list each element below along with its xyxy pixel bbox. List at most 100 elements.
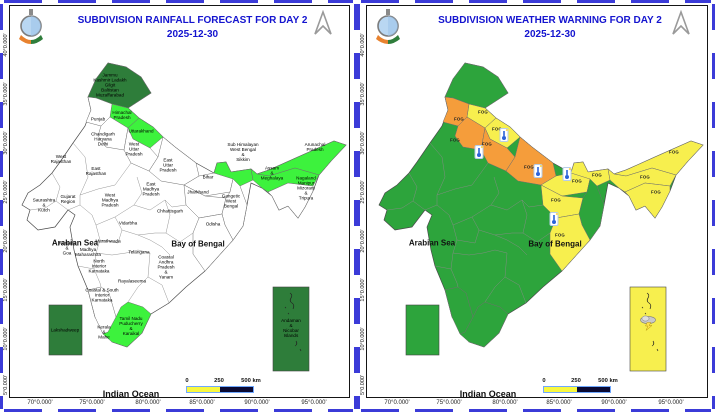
- subdivision-label: Saurashtra & Kutch: [32, 197, 56, 213]
- scale-bar-mid: 250: [571, 378, 581, 384]
- fog-label: FOG: [478, 109, 488, 115]
- subdivision-label: Coastal Andhra Pradesh & Yanam: [157, 254, 175, 280]
- subdivision-label: East Rajasthan: [85, 165, 107, 176]
- subdivision-label: West Madhya Pradesh: [101, 192, 119, 208]
- sea-label-bay: Bay of Bengal: [171, 239, 225, 249]
- graticule-ticks-right: [712, 4, 715, 409]
- fog-label: FOG: [572, 178, 582, 184]
- axis-tick-label: 40°0.000': [3, 33, 9, 57]
- subdivision-label: Assam & Meghalaya: [260, 165, 284, 181]
- fog-label: FOG: [482, 141, 492, 147]
- scale-bar-zero: 0: [185, 378, 189, 384]
- sea-label-arabian: Arabian Sea: [51, 238, 99, 248]
- subdivision-label: Vidarbha: [118, 220, 138, 226]
- axis-tick-label: 70°0.000': [384, 400, 410, 406]
- scale-bar: [186, 386, 254, 393]
- cold-wave-icon: [474, 145, 484, 159]
- subdivision-label: Chhattisgarh: [156, 208, 184, 214]
- cold-wave-icon: [499, 128, 509, 142]
- legend-label-andaman: Andaman & Nicobar Islands: [281, 317, 301, 339]
- fog-label: FOG: [651, 189, 661, 195]
- fog-label: FOG: [555, 232, 565, 238]
- fog-label: FOG: [551, 197, 561, 203]
- thunderstorm-icon: [640, 315, 656, 331]
- scale-bar-end: 500 km: [241, 378, 261, 384]
- map-label-overlay: Jammu Kashmir Ladakh Gilgit Baltistan Mu…: [0, 55, 356, 385]
- subdivision-label: Himachal Pradesh: [112, 109, 132, 120]
- map-frame: [9, 5, 350, 398]
- axis-tick-label: 75°0.000': [79, 400, 105, 406]
- subdivision-label: North Interior Karnataka: [88, 258, 110, 274]
- axis-tick-label: 75°0.000': [436, 400, 462, 406]
- north-arrow-icon: [314, 11, 332, 35]
- axis-tick-label: 10°0.000': [3, 327, 9, 351]
- subdivision-label: Tamil Nadu Puducherry & Karaikal: [119, 315, 143, 337]
- fog-label: FOG: [454, 116, 464, 122]
- subdivision-label: Sub Himalayan West Bengal & Sikkim: [227, 141, 259, 163]
- subdivision-label: Jharkhand: [187, 189, 209, 195]
- axis-tick-label: 10°0.000': [360, 327, 366, 351]
- axis-tick-label: 95°0.000': [301, 400, 327, 406]
- weather-warning-panel: SUBDIVISION WEATHER WARNING FOR DAY 2 20…: [357, 0, 715, 413]
- graticule-ticks-top: [361, 0, 711, 3]
- subdivision-label: Madhya Maharashtra: [75, 246, 101, 257]
- scale-bar-mid: 250: [214, 378, 224, 384]
- subdivision-label: Gangetic West Bengal: [221, 193, 241, 209]
- sea-label-bay: Bay of Bengal: [528, 239, 582, 249]
- axis-tick-label: 40°0.000': [360, 33, 366, 57]
- map-date: 2025-12-30: [524, 28, 576, 40]
- axis-tick-label: 30°0.000': [3, 131, 9, 155]
- rainfall-forecast-panel: SUBDIVISION RAINFALL FORECAST FOR DAY 2 …: [0, 0, 357, 413]
- subdivision-label: East Madhya Pradesh: [142, 181, 160, 197]
- axis-tick-label: 20°0.000': [3, 229, 9, 253]
- subdivision-label: Chandigarh Haryana Delhi: [91, 131, 115, 147]
- fog-label: FOG: [450, 137, 460, 143]
- axis-tick-label: 25°0.000': [3, 180, 9, 204]
- north-arrow-icon: [672, 11, 690, 35]
- subdivision-label: Kerala & Mahe: [97, 324, 111, 340]
- map-date: 2025-12-30: [166, 28, 219, 40]
- axis-tick-label: 80°0.000': [135, 400, 161, 406]
- scale-bar-zero: 0: [542, 378, 546, 384]
- legend-label-lakshadweep: Lakshadweep: [50, 327, 80, 333]
- axis-tick-label: 5°0.000': [3, 374, 9, 396]
- subdivision-label: Coastal & South Interior Karnataka: [85, 287, 119, 303]
- fog-label: FOG: [640, 174, 650, 180]
- map-label-overlay: FOG FOG FOG FOG FOG FOG FOG FOG FOG FOG …: [357, 55, 713, 385]
- subdivision-label: Arunachal Pradesh: [304, 141, 326, 152]
- graticule-ticks-top: [4, 0, 353, 3]
- subdivision-label: East Uttar Pradesh: [159, 157, 177, 173]
- subdivision-label: West Uttar Pradesh: [125, 141, 143, 157]
- subdivision-label: Marathwada: [95, 238, 121, 244]
- fog-label: FOG: [669, 149, 679, 155]
- axis-tick-label: 85°0.000': [546, 400, 572, 406]
- imd-logo: [18, 9, 44, 45]
- axis-tick-label: 30°0.000': [360, 131, 366, 155]
- cold-wave-icon: [533, 164, 543, 178]
- cold-wave-icon: [549, 212, 559, 226]
- scale-bar-end: 500 km: [598, 378, 618, 384]
- axis-tick-label: 70°0.000': [27, 400, 53, 406]
- fog-label: FOG: [592, 172, 602, 178]
- axis-tick-label: 15°0.000': [3, 278, 9, 302]
- axis-tick-label: 95°0.000': [658, 400, 684, 406]
- subdivision-label: Rayalaseema: [117, 278, 147, 284]
- subdivision-label: Gujarat Region: [60, 193, 76, 204]
- map-title: SUBDIVISION RAINFALL FORECAST FOR DAY 2: [77, 15, 308, 26]
- graticule-ticks-right: [354, 4, 357, 409]
- subdivision-label: Bihar: [202, 174, 214, 180]
- graticule-ticks-bottom: [4, 409, 353, 412]
- subdivision-label: Jammu Kashmir Ladakh Gilgit Baltistan Mu…: [93, 72, 127, 98]
- axis-tick-label: 85°0.000': [189, 400, 215, 406]
- subdivision-label: West Rajasthan: [50, 153, 72, 164]
- subdivision-label: Punjab: [90, 116, 106, 122]
- subdivision-label: Telangana: [128, 249, 150, 255]
- axis-tick-label: 90°0.000': [244, 400, 270, 406]
- axis-tick-label: 90°0.000': [601, 400, 627, 406]
- axis-tick-label: 80°0.000': [492, 400, 518, 406]
- panel-header: SUBDIVISION RAINFALL FORECAST FOR DAY 2 …: [52, 14, 333, 41]
- axis-tick-label: 15°0.000': [360, 278, 366, 302]
- axis-tick-label: 35°0.000': [3, 82, 9, 106]
- axis-tick-label: 20°0.000': [360, 229, 366, 253]
